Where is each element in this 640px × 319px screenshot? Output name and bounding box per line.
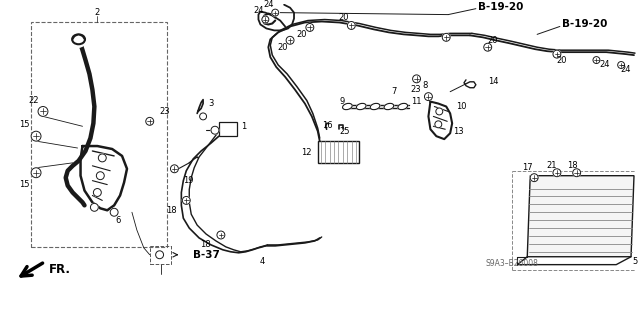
Polygon shape	[527, 176, 634, 257]
Text: 24: 24	[263, 0, 273, 9]
Circle shape	[553, 50, 561, 58]
Circle shape	[413, 75, 420, 83]
Text: 11: 11	[411, 97, 421, 106]
Text: 2: 2	[95, 8, 100, 17]
Circle shape	[530, 174, 538, 182]
Text: 24: 24	[253, 6, 264, 15]
Text: 22: 22	[28, 96, 38, 105]
Circle shape	[170, 165, 179, 173]
Circle shape	[348, 21, 355, 29]
Circle shape	[90, 204, 99, 211]
Circle shape	[484, 43, 492, 51]
Bar	[219, 122, 237, 136]
Text: 24: 24	[621, 65, 631, 74]
Circle shape	[146, 117, 154, 125]
Circle shape	[110, 208, 118, 216]
Circle shape	[211, 126, 219, 134]
Text: FR.: FR.	[49, 263, 71, 276]
Text: 18: 18	[166, 206, 177, 215]
Text: 15: 15	[19, 120, 30, 129]
Text: 9: 9	[339, 97, 344, 106]
Circle shape	[31, 168, 41, 178]
Text: S9A3–B26008: S9A3–B26008	[486, 259, 539, 268]
Text: 19: 19	[183, 176, 194, 185]
Ellipse shape	[370, 103, 380, 110]
Circle shape	[262, 16, 269, 23]
Text: B-19-20: B-19-20	[478, 2, 524, 12]
Circle shape	[200, 113, 207, 120]
Circle shape	[618, 62, 625, 69]
Text: 24: 24	[599, 60, 609, 69]
Circle shape	[424, 93, 433, 100]
Circle shape	[182, 197, 190, 204]
Ellipse shape	[398, 103, 408, 110]
Text: 5: 5	[632, 257, 637, 266]
Text: 23: 23	[159, 107, 170, 116]
Text: B-37: B-37	[193, 250, 220, 260]
Circle shape	[593, 56, 600, 63]
Circle shape	[38, 107, 48, 116]
Text: 25: 25	[339, 127, 349, 136]
Ellipse shape	[384, 103, 394, 110]
Text: 8: 8	[422, 81, 428, 90]
Text: 15: 15	[19, 180, 30, 189]
Circle shape	[306, 24, 314, 31]
Circle shape	[435, 121, 442, 128]
Text: 7: 7	[391, 87, 397, 96]
Text: 17: 17	[522, 163, 532, 172]
Bar	[317, 141, 359, 163]
Text: 16: 16	[323, 121, 333, 130]
Text: 14: 14	[488, 77, 498, 86]
Text: B-19-20: B-19-20	[562, 19, 607, 29]
Text: 20: 20	[338, 13, 349, 22]
Text: 21: 21	[547, 161, 557, 170]
Bar	[150, 246, 172, 264]
Ellipse shape	[342, 103, 352, 110]
Text: 6: 6	[115, 216, 121, 225]
Circle shape	[72, 33, 86, 47]
Circle shape	[31, 131, 41, 141]
Circle shape	[573, 169, 580, 177]
Text: 1: 1	[241, 122, 246, 131]
Text: 20: 20	[277, 43, 287, 52]
Circle shape	[436, 108, 443, 115]
Text: 18: 18	[568, 161, 578, 170]
Circle shape	[99, 154, 106, 162]
Circle shape	[286, 36, 294, 44]
Circle shape	[156, 251, 164, 259]
Circle shape	[442, 33, 450, 41]
Text: 20: 20	[557, 56, 567, 64]
Text: 18: 18	[200, 241, 211, 249]
Text: 13: 13	[453, 127, 464, 136]
Text: 4: 4	[260, 257, 265, 266]
Text: 23: 23	[410, 85, 420, 94]
Circle shape	[217, 231, 225, 239]
Text: 20: 20	[488, 36, 498, 45]
Text: 3: 3	[208, 99, 213, 108]
Circle shape	[93, 189, 101, 197]
Text: 20: 20	[297, 30, 307, 39]
Bar	[31, 21, 166, 247]
Ellipse shape	[356, 103, 366, 110]
Circle shape	[97, 172, 104, 180]
Circle shape	[272, 9, 278, 16]
Circle shape	[553, 169, 561, 177]
Text: 10: 10	[456, 102, 467, 111]
Text: 12: 12	[301, 148, 312, 158]
